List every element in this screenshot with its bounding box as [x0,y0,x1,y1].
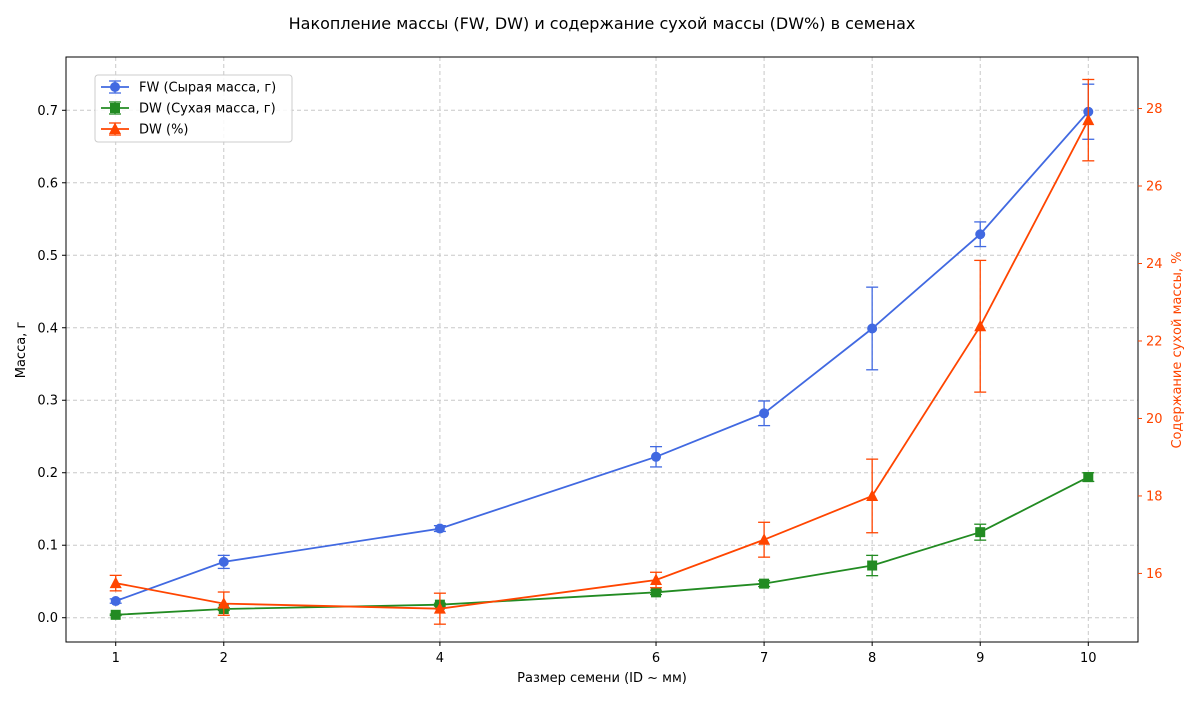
legend-marker [110,103,120,113]
x-tick-label: 1 [112,651,120,666]
data-point [758,533,771,545]
y-tick-label-right: 16 [1146,567,1163,582]
data-point [651,451,662,462]
data-point [433,602,446,614]
y-tick-label-left: 0.6 [37,176,58,191]
data-point [651,587,662,598]
data-point [759,578,770,589]
data-point [759,408,770,419]
y-tick-label-left: 0.2 [37,466,58,481]
data-point [867,323,878,334]
x-tick-label: 6 [652,651,660,666]
series-line [115,476,1089,616]
y-tick-label-left: 0.5 [37,249,58,264]
legend: FW (Сырая масса, г) DW (Сухая масса, г) DW… [94,74,293,143]
data-point [218,556,229,567]
data-point [866,489,879,501]
y-tick-label-left: 0.7 [37,104,58,119]
data-point [1083,472,1094,483]
data-point [974,319,987,332]
data-point [1082,113,1095,126]
series-line [115,111,1089,602]
data-point [110,596,121,607]
y-tick-label-right: 24 [1146,257,1163,272]
y-axis-label-left: Масса, г [14,322,29,379]
y-tick-label-right: 26 [1146,180,1163,195]
y-tick-label-left: 0.0 [37,611,58,626]
y-tick-label-right: 22 [1146,334,1163,349]
series-line [115,119,1090,610]
y-tick-label-right: 20 [1146,412,1163,427]
legend-label: FW (Сырая масса, г) [139,81,276,96]
plot-area: 1 2 4 6 7 8 9 100.00.10.20.30.40.50.60.71618202… [37,56,1163,666]
legend-label: DW (%) [139,123,189,138]
legend-box [94,74,293,143]
legend-marker [109,122,121,134]
data-point [109,576,122,589]
data-point [110,609,121,620]
legend-label: DW (Сухая масса, г) [139,102,276,117]
series-3 [109,78,1095,625]
x-tick-label: 8 [868,651,876,666]
x-tick-label: 9 [976,651,984,666]
x-tick-label: 2 [220,651,228,666]
data-point [975,229,986,240]
data-point [217,597,230,609]
plot-frame [65,56,1139,643]
x-tick-label: 10 [1080,651,1097,666]
series-2 [109,472,1095,620]
y-axis-label-right: Содержание сухой массы, % [1170,251,1185,448]
data-point [650,573,663,586]
data-point [975,527,986,538]
legend-marker [110,82,120,92]
y-tick-label-left: 0.1 [37,539,58,554]
y-tick-label-right: 18 [1146,489,1163,504]
y-tick-label-left: 0.3 [37,394,58,409]
series-1 [109,83,1095,607]
x-tick-label: 7 [760,651,768,666]
x-axis-label: Размер семени (ID ~ мм) [517,671,687,686]
y-tick-label-right: 28 [1146,102,1163,117]
y-tick-label-left: 0.4 [37,321,58,336]
data-point [867,560,878,571]
chart-title: Накопление массы (FW, DW) и содержание с… [289,14,916,33]
data-point [434,523,445,534]
x-tick-label: 4 [436,651,444,666]
